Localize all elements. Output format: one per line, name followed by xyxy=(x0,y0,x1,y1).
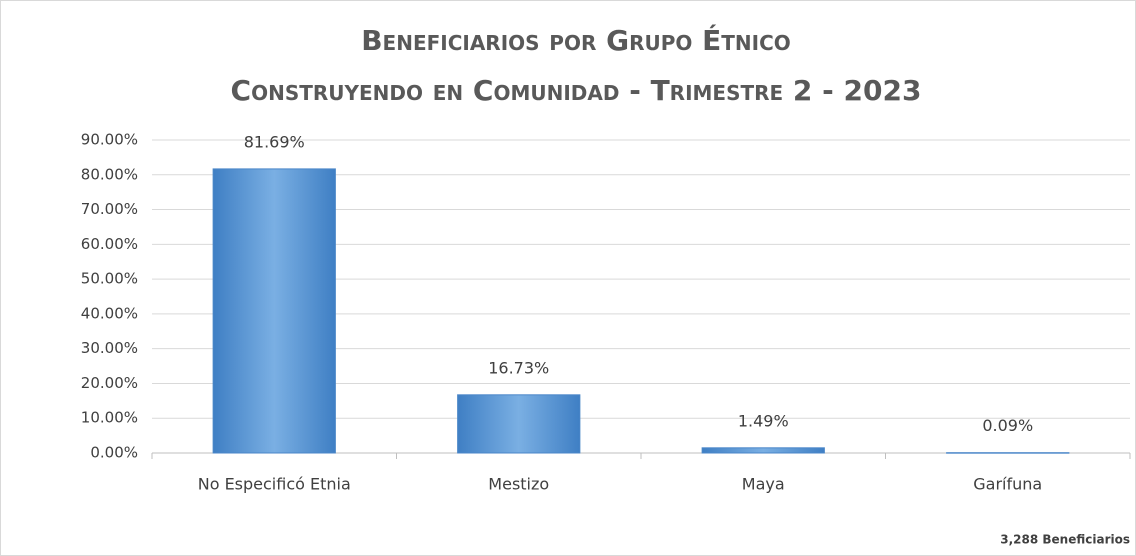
x-tick-label: Garífuna xyxy=(973,475,1042,494)
y-tick-label: 60.00% xyxy=(81,235,138,253)
chart-title: Beneficiarios por Grupo Étnico xyxy=(361,23,791,57)
y-tick-label: 10.00% xyxy=(81,409,138,427)
bar xyxy=(212,168,336,454)
value-label: 1.49% xyxy=(738,411,789,430)
y-tick-label: 30.00% xyxy=(81,339,138,357)
y-tick-label: 50.00% xyxy=(81,270,138,288)
bar xyxy=(701,447,825,454)
y-tick-label: 40.00% xyxy=(81,304,138,322)
value-label: 16.73% xyxy=(488,358,549,377)
bar xyxy=(457,394,581,454)
x-tick-label: No Especificó Etnia xyxy=(198,475,351,494)
y-tick-label: 0.00% xyxy=(90,444,138,462)
y-tick-label: 90.00% xyxy=(81,131,138,149)
chart-subtitle: Construyendo en Comunidad - Trimestre 2 … xyxy=(231,74,922,107)
y-tick-label: 80.00% xyxy=(81,165,138,183)
value-label: 0.09% xyxy=(982,416,1033,435)
x-tick-label: Maya xyxy=(742,475,785,494)
value-label: 81.69% xyxy=(244,132,305,151)
footnote: 3,288 Beneficiarios xyxy=(1000,533,1130,547)
x-tick-label: Mestizo xyxy=(488,475,549,494)
bar xyxy=(946,452,1070,454)
y-tick-label: 20.00% xyxy=(81,374,138,392)
y-tick-label: 70.00% xyxy=(81,200,138,218)
